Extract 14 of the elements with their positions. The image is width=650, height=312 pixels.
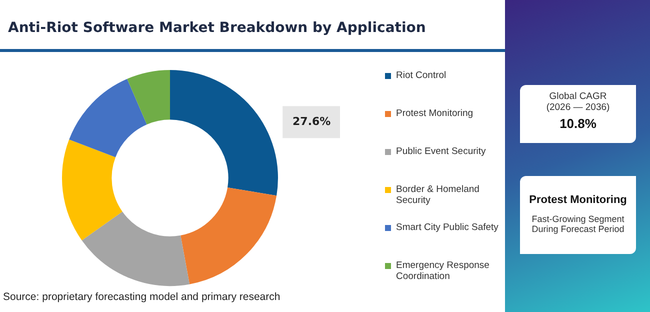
- text: Protest Monitoring: [528, 194, 628, 206]
- text: (2026 — 2036): [545, 102, 611, 113]
- legend-label: Emergency Response Coordination: [396, 260, 490, 282]
- legend-label: Riot Control: [396, 70, 446, 81]
- text: Global CAGR: [548, 91, 608, 102]
- text: 10.8%: [558, 116, 598, 131]
- source-note: Source: proprietary forecasting model and primary research: [3, 291, 280, 303]
- legend-label: Public Event Security: [396, 146, 486, 157]
- legend-label: Protest Monitoring: [396, 108, 474, 119]
- legend-label: Smart City Public Safety: [396, 222, 498, 233]
- chart-title: Anti-Riot Software Market Breakdown by Application: [8, 20, 426, 36]
- data-label: 27.6%: [292, 114, 331, 128]
- text: Fast-Growing Segment During Forecast Period: [530, 214, 626, 234]
- legend-label: Border & Homeland Security: [396, 184, 480, 206]
